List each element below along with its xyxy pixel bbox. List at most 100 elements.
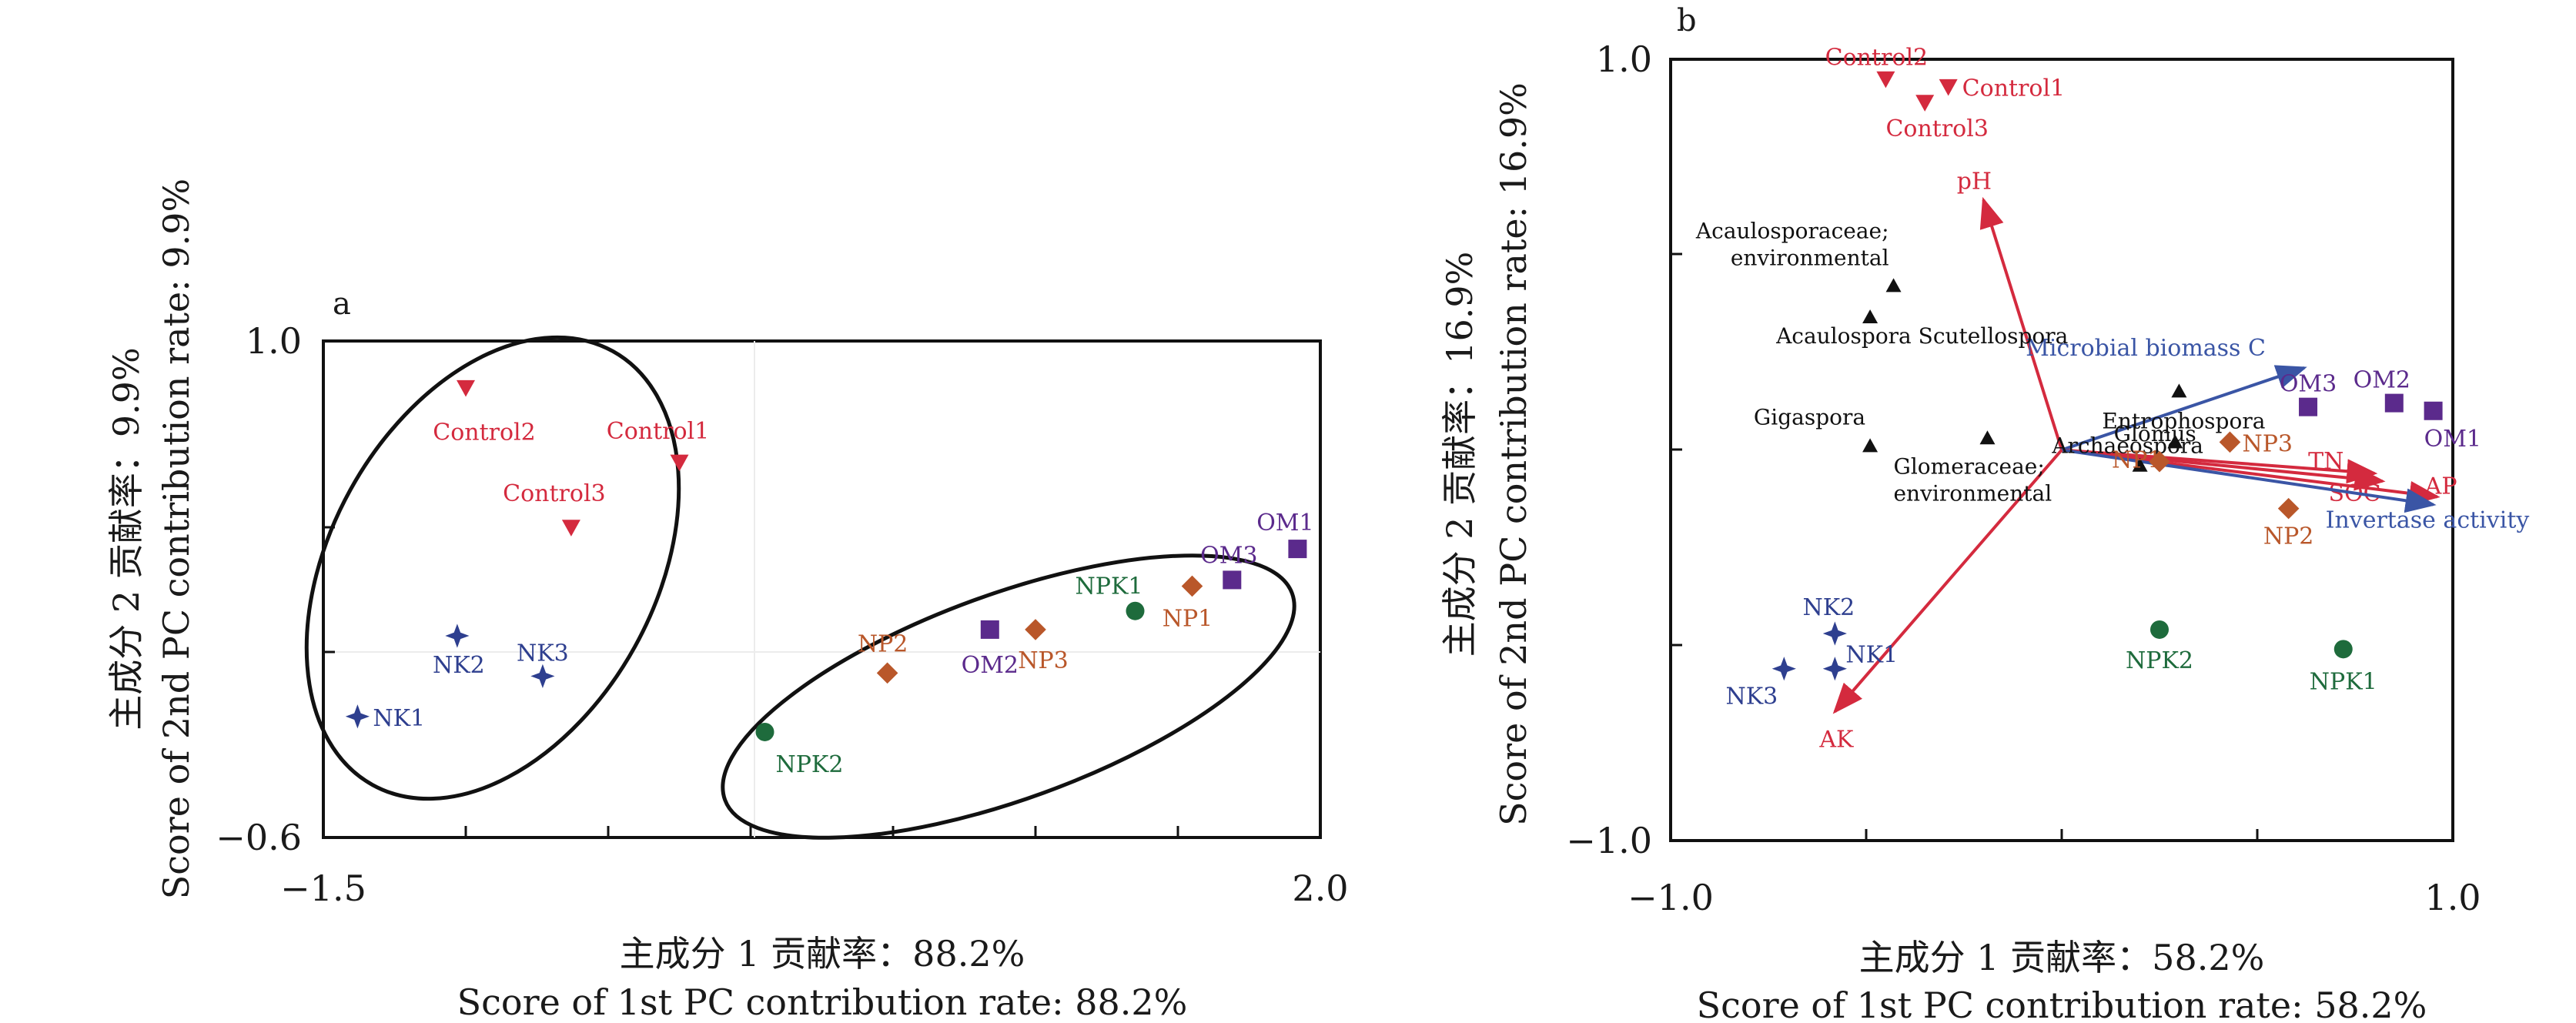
panel-a-point-npk2 <box>755 722 774 741</box>
panel-a-point-control2 <box>457 379 475 397</box>
panel-b-point-label-npk1: NPK1 <box>2310 668 2377 695</box>
panel-b-vector-ph <box>1979 196 2063 451</box>
panel-a-cluster-ellipse-left <box>304 335 681 801</box>
panel-b-species-glomus <box>2132 457 2148 472</box>
panel-b-letter: b <box>1677 3 1697 38</box>
panel-a-xlabel-cn: 主成分 1 贡献率：88.2% <box>620 933 1025 975</box>
panel-a-point-npk1 <box>1126 601 1145 620</box>
panel-b-point-nk3 <box>1771 657 1796 681</box>
panel-b-y-ticks <box>1671 252 1682 647</box>
panel-b-marks: Acaulosporaceae; environmental Acaulospora… <box>1695 44 2481 710</box>
panel-b-vector-ak <box>1832 449 2063 714</box>
panel-b-vector-invertase-activity <box>2061 448 2437 513</box>
panel-b-species-label-acaulosporaceae-environmental: Acaulosporaceae; environmental <box>1695 218 1889 270</box>
panel-a-point-om2 <box>980 620 999 639</box>
panel-a-point-label-np1: NP1 <box>1163 605 1213 632</box>
panel-a-point-label-om2: OM2 <box>962 652 1019 679</box>
panel-a-point-om3 <box>1223 570 1242 590</box>
panel-b-point-label-nk3: NK3 <box>1725 684 1778 710</box>
panel-b-point-nk1 <box>1822 657 1847 681</box>
panel-b-vector-label-ph: pH <box>1957 169 1992 196</box>
panel-b-point-label-control1: Control1 <box>1962 75 2065 102</box>
panel-a-point-nk2 <box>445 623 470 648</box>
panel-b-species-acaulosporaceae-environmental <box>1885 278 1902 293</box>
panel-b-point-label-nk2: NK2 <box>1802 594 1855 621</box>
panel-b-ylabel-cn: 主成分 2 贡献率：16.9% <box>1439 252 1480 657</box>
panel-b-species-label-gigaspora: Gigaspora <box>1754 404 1865 430</box>
panel-b-xlabel-cn: 主成分 1 贡献率：58.2% <box>1859 937 2265 978</box>
panel-b-vector-label-ap: AP <box>2424 473 2457 500</box>
panel-a-point-label-npk2: NPK2 <box>776 751 844 778</box>
panel-a-point-label-nk1: NK1 <box>373 705 425 732</box>
panel-a-ylabel-cn: 主成分 2 贡献率：9.9% <box>105 347 147 730</box>
panel-a-point-label-control1: Control1 <box>607 418 709 445</box>
panel-a-xtick-max: 2.0 <box>1292 868 1348 909</box>
panel-a-ytick-max: 1.0 <box>246 320 302 362</box>
panel-a-ytick-min: −0.6 <box>216 817 302 858</box>
panel-b-species-entrophospora <box>2171 383 2187 398</box>
panel-a: a 1.0 −0.6 −1.5 2.0 主成分 1 贡献率：88.2% Scor… <box>105 179 1349 1023</box>
panel-b-species-gigaspora <box>1862 438 1878 453</box>
panel-b-species-glomeraceae-environmental <box>1979 430 1996 445</box>
panel-b-point-npk1 <box>2333 640 2353 659</box>
panel-a-point-np2 <box>876 662 898 684</box>
panel-b-xtick-min: −1.0 <box>1628 877 1714 918</box>
panel-b-vector-label-invertase-activity: Invertase activity <box>2326 507 2530 534</box>
panel-b-point-control3 <box>1915 95 1935 112</box>
panel-a-point-nk1 <box>345 704 370 729</box>
panel-b-point-om1 <box>2424 401 2443 420</box>
panel-b-species-acaulospora-scutellospora <box>1862 309 1878 323</box>
panel-b-species-label-glomeraceae-environmental: Glomeraceae; environmental <box>1893 453 2052 506</box>
panel-b-point-label-np3: NP3 <box>2242 430 2293 457</box>
panel-a-point-label-om1: OM1 <box>1256 510 1313 537</box>
panel-a-point-label-nk2: NK2 <box>433 652 485 679</box>
panel-a-point-np3 <box>1025 619 1046 640</box>
panel-a-x-ticks <box>464 826 1179 837</box>
panel-b-vector-label-ak: AK <box>1818 727 1854 754</box>
panel-b-species-label-acaulospora-scutellospora: Acaulospora Scutellospora <box>1775 323 2068 349</box>
panel-a-point-label-om3: OM3 <box>1200 542 1257 569</box>
panel-b-species-archaeospora <box>2167 434 2183 449</box>
panel-b-species-label-entrophospora: Entrophospora <box>2102 408 2265 433</box>
panel-b-point-nk2 <box>1822 621 1847 646</box>
panel-a-point-control1 <box>670 454 689 472</box>
panel-b: b 1.0 −1.0 −1.0 1.0 主成分 1 贡献率：58.2% Scor… <box>1439 3 2529 1023</box>
panel-a-point-label-np2: NP2 <box>858 630 908 657</box>
panel-b-species-label-archaeospora: Archaeospora <box>2051 433 2203 458</box>
panel-b-ylabel-en: Score of 2nd PC contribution rate: 16.9% <box>1493 82 1534 826</box>
panel-b-point-label-om2: OM2 <box>2354 367 2410 394</box>
panel-b-point-npk2 <box>2150 620 2169 639</box>
panel-a-marks: Control2 Control1 Control3 NK2 NK3 NK1 NPK1 NPK… <box>345 379 1314 778</box>
panel-b-vector-label-tn: TN <box>2308 448 2343 475</box>
panel-a-point-nk3 <box>530 664 555 688</box>
panel-b-ytick-max: 1.0 <box>1596 38 1652 80</box>
panel-a-cluster-ellipse-right <box>721 553 1296 840</box>
panel-a-xlabel-en: Score of 1st PC contribution rate: 88.2% <box>457 981 1188 1023</box>
panel-a-point-label-control3: Control3 <box>503 480 605 507</box>
panel-b-point-label-npk2: NPK2 <box>2126 647 2193 674</box>
panel-b-point-om2 <box>2384 393 2404 413</box>
panel-a-point-om1 <box>1288 540 1307 559</box>
panel-b-point-label-control2: Control2 <box>1825 44 1928 71</box>
panel-a-point-np1 <box>1181 575 1203 597</box>
panel-b-point-label-np2: NP2 <box>2263 523 2314 550</box>
panel-a-xtick-min: −1.5 <box>280 868 366 909</box>
panel-a-point-label-control2: Control2 <box>433 419 535 446</box>
panel-b-point-label-om1: OM1 <box>2424 426 2481 453</box>
panel-a-point-label-nk3: NK3 <box>517 640 569 667</box>
panel-b-point-np2 <box>2277 497 2300 520</box>
panel-b-point-np1 <box>2149 450 2170 473</box>
panel-b-point-label-om3: OM3 <box>2280 371 2337 398</box>
panel-b-ytick-min: −1.0 <box>1566 820 1652 861</box>
panel-b-point-om3 <box>2299 397 2318 416</box>
panel-a-letter: a <box>333 286 351 322</box>
panel-a-point-label-npk1: NPK1 <box>1076 573 1143 600</box>
panel-b-point-label-np1: NP1 <box>2112 447 2163 474</box>
panel-b-point-np3 <box>2219 431 2241 453</box>
panel-b-point-label-nk1: NK1 <box>1845 642 1898 669</box>
panel-b-x-ticks <box>1865 829 2259 841</box>
panel-b-species-label-glomus: Glomus <box>2114 421 2196 446</box>
panel-b-xlabel-en: Score of 1st PC contribution rate: 58.2% <box>1697 985 2427 1023</box>
